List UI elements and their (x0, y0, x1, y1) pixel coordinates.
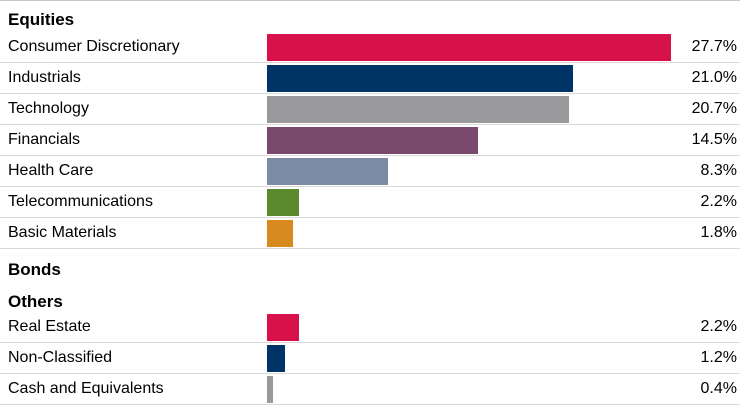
category-label: Telecommunications (8, 193, 153, 210)
category-label: Real Estate (8, 318, 91, 335)
bar-row: Non-Classified 1.2% (0, 343, 740, 374)
bar-row: Financials 14.5% (0, 125, 740, 156)
bar (267, 158, 388, 185)
row-divider (0, 217, 740, 218)
bar-row: Industrials 21.0% (0, 63, 740, 94)
bar-row: Technology 20.7% (0, 94, 740, 125)
bar (267, 376, 273, 403)
category-label: Basic Materials (8, 224, 117, 241)
value-label: 2.2% (700, 193, 737, 210)
category-label: Non-Classified (8, 349, 113, 366)
category-label: Industrials (8, 69, 81, 86)
row-divider (0, 373, 740, 374)
category-label: Cash and Equivalents (8, 380, 164, 397)
bar-row: Telecommunications 2.2% (0, 187, 740, 218)
top-rule (0, 0, 740, 1)
value-label: 27.7% (691, 38, 737, 55)
row-divider (0, 155, 740, 156)
category-label: Health Care (8, 162, 94, 179)
row-divider (0, 248, 740, 249)
bar-row: Health Care 8.3% (0, 156, 740, 187)
row-divider (0, 186, 740, 187)
row-divider (0, 93, 740, 94)
bar-row: Real Estate 2.2% (0, 312, 740, 343)
category-label: Technology (8, 100, 89, 117)
value-label: 20.7% (691, 100, 737, 117)
value-label: 2.2% (700, 318, 737, 335)
category-label: Consumer Discretionary (8, 38, 180, 55)
bar (267, 96, 569, 123)
row-divider (0, 62, 740, 63)
value-label: 1.2% (700, 349, 737, 366)
bar (267, 127, 478, 154)
bar (267, 34, 671, 61)
bar (267, 220, 293, 247)
group-title-bonds: Bonds (8, 260, 61, 279)
value-label: 21.0% (691, 69, 737, 86)
row-divider (0, 124, 740, 125)
bar (267, 345, 285, 372)
group-title-others: Others (8, 292, 63, 311)
row-divider (0, 342, 740, 343)
bar (267, 65, 573, 92)
category-label: Financials (8, 131, 81, 148)
bar-row: Consumer Discretionary 27.7% (0, 32, 740, 63)
value-label: 8.3% (700, 162, 737, 179)
bar-row: Cash and Equivalents 0.4% (0, 374, 740, 405)
bar (267, 314, 299, 341)
group-title-equities: Equities (8, 10, 75, 29)
bar-row: Basic Materials 1.8% (0, 218, 740, 249)
value-label: 14.5% (691, 131, 737, 148)
bar (267, 189, 299, 216)
value-label: 0.4% (700, 380, 737, 397)
value-label: 1.8% (700, 224, 737, 241)
